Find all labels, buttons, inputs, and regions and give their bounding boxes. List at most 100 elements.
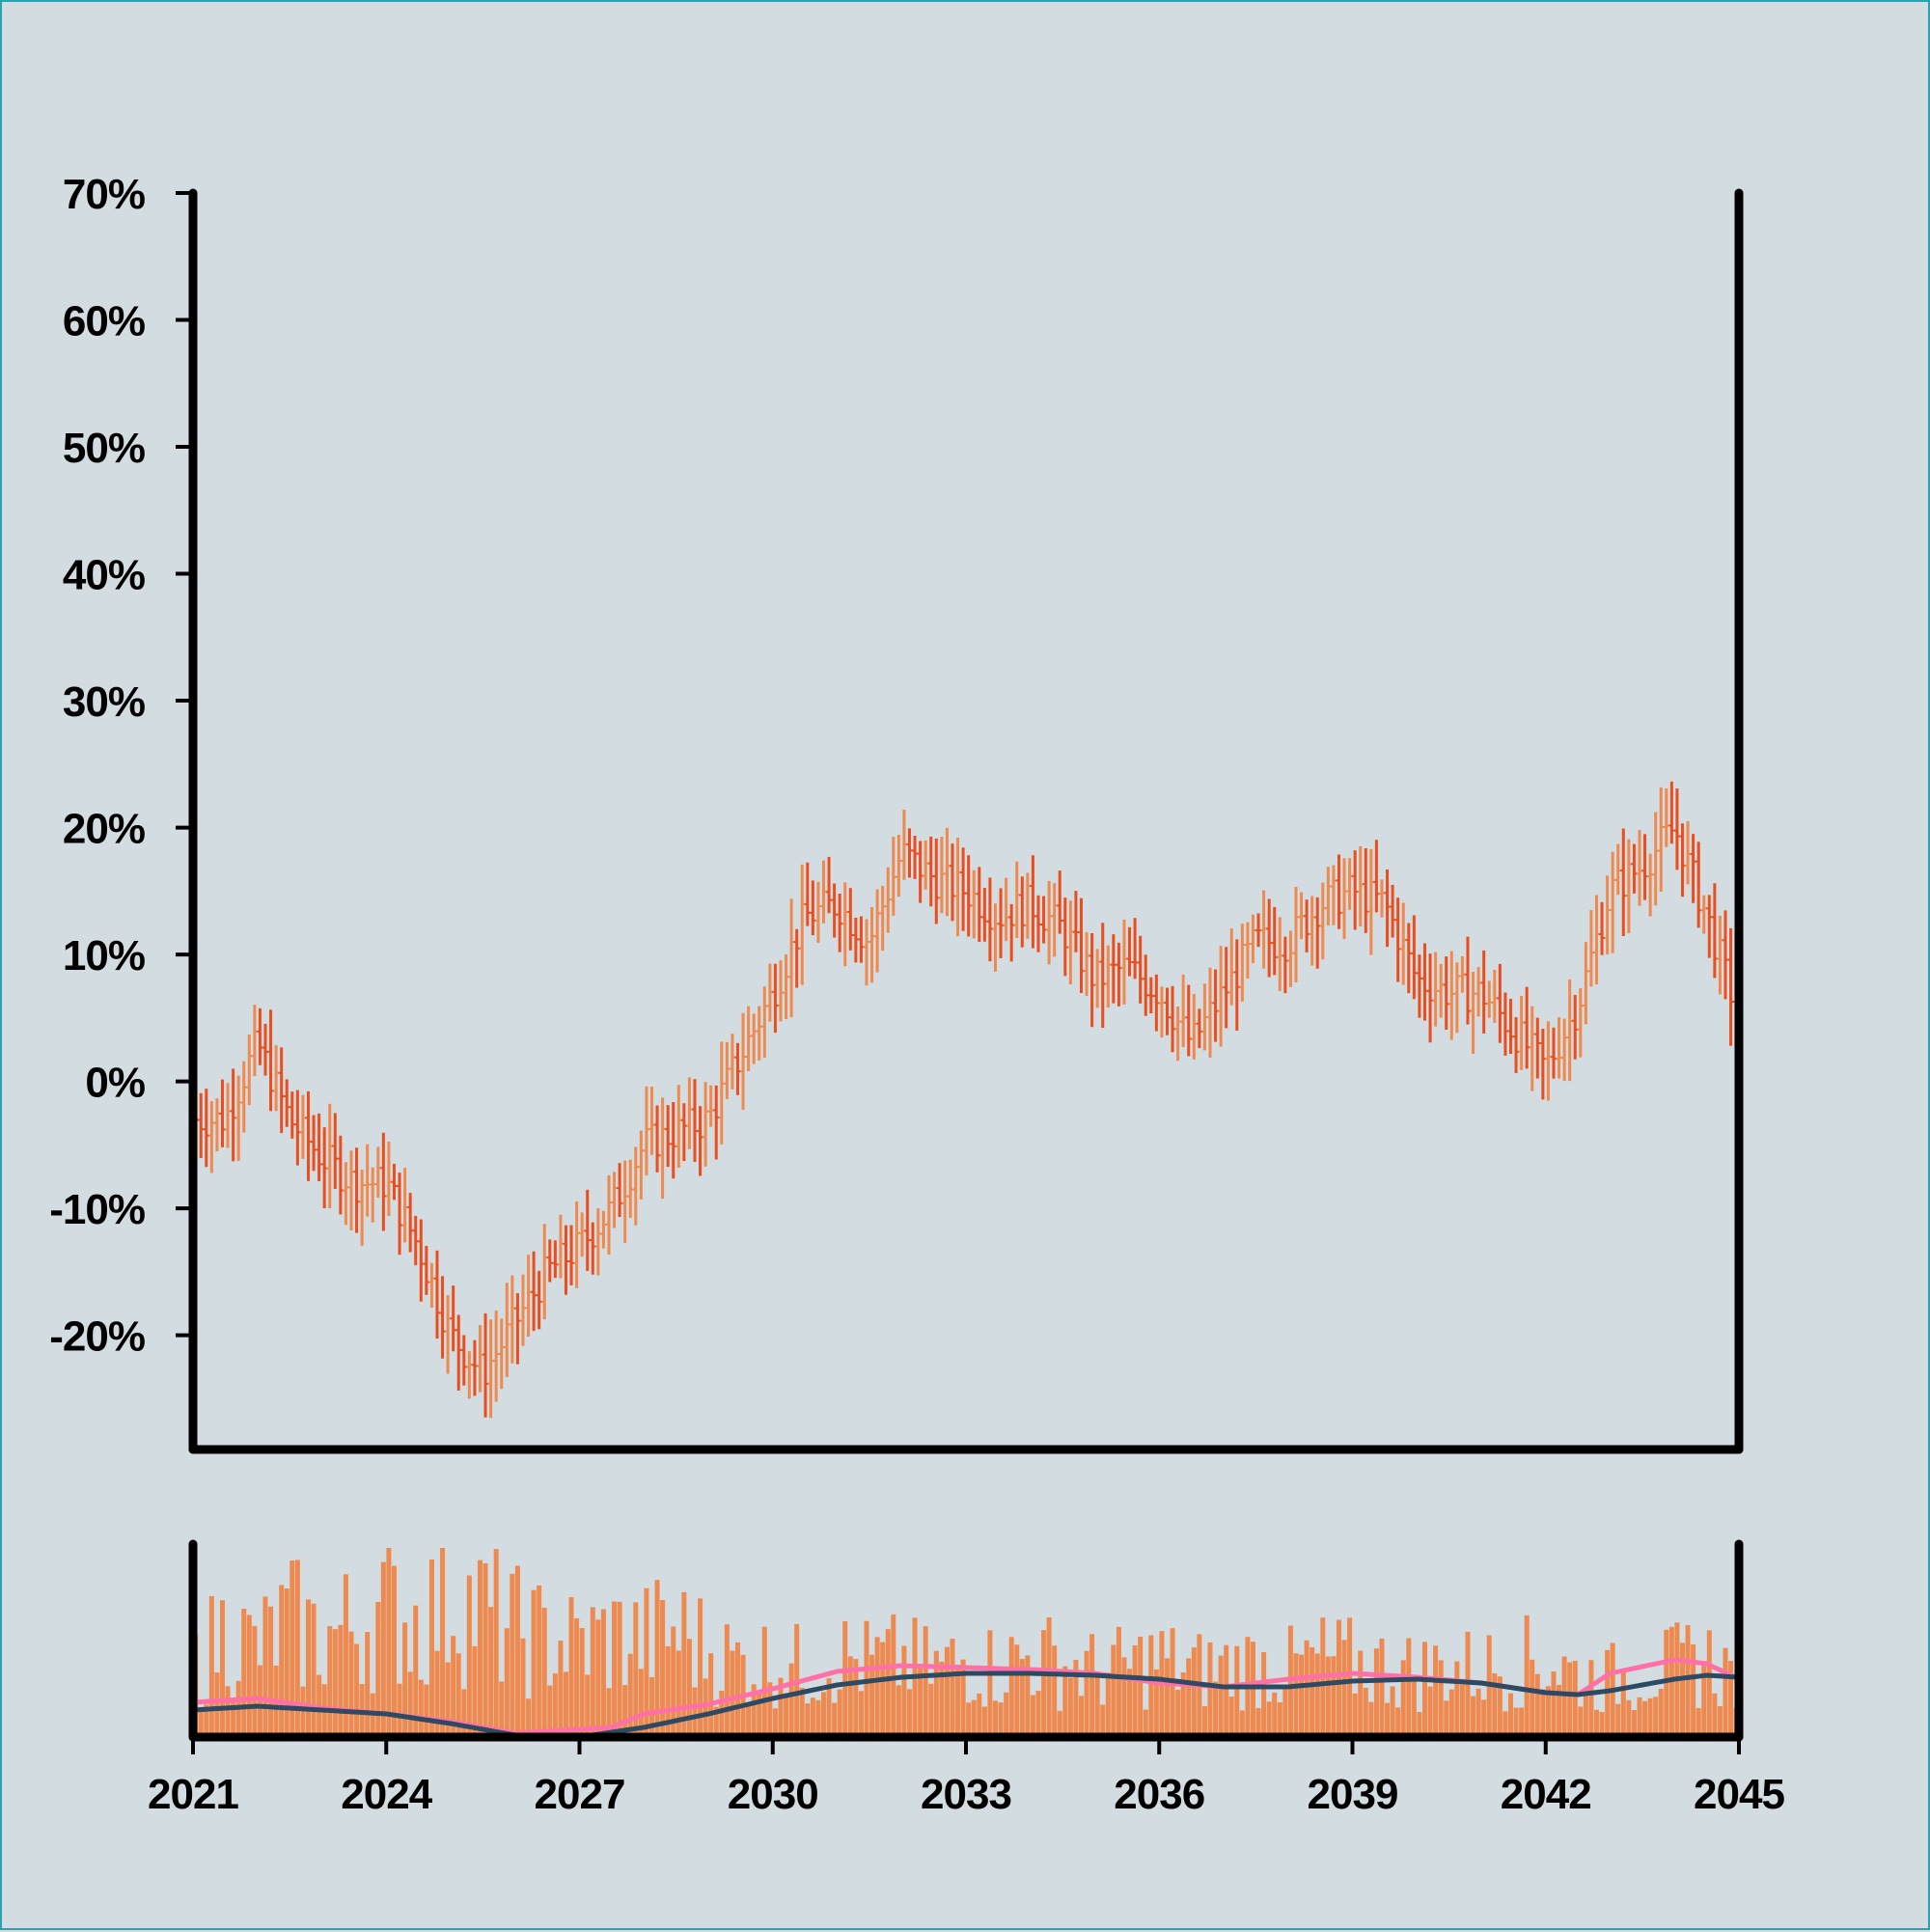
volume-bar	[1277, 1701, 1282, 1737]
volume-bar	[617, 1601, 622, 1737]
volume-bar	[885, 1629, 891, 1737]
volume-bar	[1620, 1670, 1626, 1737]
volume-bar	[472, 1645, 478, 1737]
volume-bar	[455, 1653, 461, 1737]
volume-bar	[397, 1683, 402, 1737]
volume-bar	[466, 1575, 472, 1737]
volume-bar	[1481, 1699, 1487, 1737]
volume-bar	[547, 1685, 553, 1737]
volume-bar	[955, 1665, 961, 1737]
volume-bar	[944, 1646, 950, 1737]
volume-bar	[600, 1609, 606, 1737]
volume-bar	[1116, 1626, 1121, 1737]
volume-bar	[1175, 1689, 1181, 1737]
volume-bar	[348, 1631, 354, 1737]
volume-bar	[461, 1689, 467, 1737]
volume-series	[193, 1548, 1739, 1737]
volume-bar	[1524, 1615, 1530, 1737]
volume-bar	[719, 1691, 725, 1737]
volume-bar	[590, 1607, 595, 1737]
ma-slow-line	[192, 1670, 1740, 1740]
volume-bar	[1132, 1645, 1138, 1737]
volume-bar	[1304, 1640, 1310, 1737]
volume-bar	[1078, 1696, 1084, 1737]
volume-bar	[1293, 1653, 1299, 1737]
volume-bar	[767, 1682, 773, 1737]
volume-bar	[1325, 1656, 1331, 1737]
volume-bar	[638, 1669, 644, 1737]
volume-bar	[1492, 1672, 1498, 1737]
volume-bar	[698, 1598, 703, 1737]
volume-bar	[837, 1689, 842, 1737]
volume-bar	[558, 1641, 564, 1737]
x-tick-label: 2039	[1308, 1771, 1398, 1818]
volume-bar	[1534, 1673, 1540, 1737]
volume-bar	[214, 1671, 220, 1737]
volume-bar	[488, 1607, 494, 1737]
volume-bar	[241, 1609, 247, 1737]
volume-bar	[294, 1559, 300, 1737]
volume-bar	[1148, 1635, 1154, 1737]
x-tick-label: 2042	[1501, 1771, 1591, 1818]
volume-bar	[627, 1653, 633, 1737]
volume-bar	[692, 1687, 698, 1737]
volume-bar	[1475, 1688, 1481, 1737]
volume-bar	[1373, 1648, 1379, 1737]
volume-bar	[896, 1685, 901, 1737]
volume-bar	[563, 1671, 568, 1737]
volume-bar	[1094, 1672, 1100, 1737]
volume-bar	[644, 1587, 649, 1737]
volume-bar	[1164, 1658, 1170, 1737]
volume-bar	[1336, 1619, 1341, 1737]
volume-bar	[1341, 1640, 1347, 1737]
volume-bar	[1100, 1704, 1106, 1737]
volume-bar	[869, 1654, 875, 1737]
volume-bar	[1605, 1649, 1611, 1737]
volume-bar	[477, 1559, 482, 1737]
volume-bar	[531, 1589, 537, 1737]
volume-bar	[1557, 1684, 1562, 1737]
volume-bar	[1701, 1662, 1707, 1737]
volume-bar	[262, 1596, 268, 1737]
volume-bar	[1224, 1644, 1229, 1737]
volume-bar	[1530, 1659, 1535, 1737]
volume-bar	[971, 1699, 977, 1737]
volume-bar	[981, 1706, 987, 1737]
volume-bar	[1438, 1660, 1444, 1737]
volume-bar	[1551, 1671, 1557, 1737]
volume-bar	[1358, 1650, 1364, 1737]
volume-bar	[874, 1637, 880, 1737]
volume-bar	[537, 1585, 542, 1737]
volume-bar	[660, 1600, 666, 1737]
volume-bar	[198, 1706, 204, 1737]
volume-bar	[746, 1704, 752, 1737]
y-tick-label: 0%	[85, 1060, 145, 1107]
volume-bar	[1213, 1681, 1219, 1737]
volume-bar	[252, 1625, 258, 1737]
volume-bar	[552, 1673, 558, 1737]
volume-bar	[585, 1674, 591, 1737]
volume-bar	[1433, 1645, 1439, 1737]
volume-bar	[1234, 1645, 1240, 1737]
volume-bar	[1679, 1642, 1685, 1737]
volume-bar	[1400, 1660, 1406, 1737]
volume-bar	[1454, 1661, 1460, 1737]
volume-bar	[375, 1601, 381, 1737]
volume-bar	[365, 1632, 371, 1737]
x-tick-label: 2027	[535, 1771, 625, 1818]
volume-bar	[918, 1668, 924, 1737]
x-tick-label: 2033	[921, 1771, 1011, 1818]
volume-bar	[1057, 1710, 1062, 1737]
volume-bar	[1599, 1711, 1605, 1737]
volume-bar	[671, 1626, 676, 1737]
volume-bar	[407, 1671, 413, 1737]
volume-bar	[354, 1643, 360, 1737]
volume-bar	[391, 1565, 397, 1737]
volume-bar	[880, 1642, 886, 1737]
volume-bar	[1084, 1650, 1089, 1737]
volume-bar	[1379, 1638, 1385, 1737]
volume-bar	[906, 1689, 912, 1737]
volume-bar	[1331, 1656, 1337, 1737]
volume-bar	[1143, 1709, 1148, 1737]
volume-bar	[799, 1687, 805, 1737]
